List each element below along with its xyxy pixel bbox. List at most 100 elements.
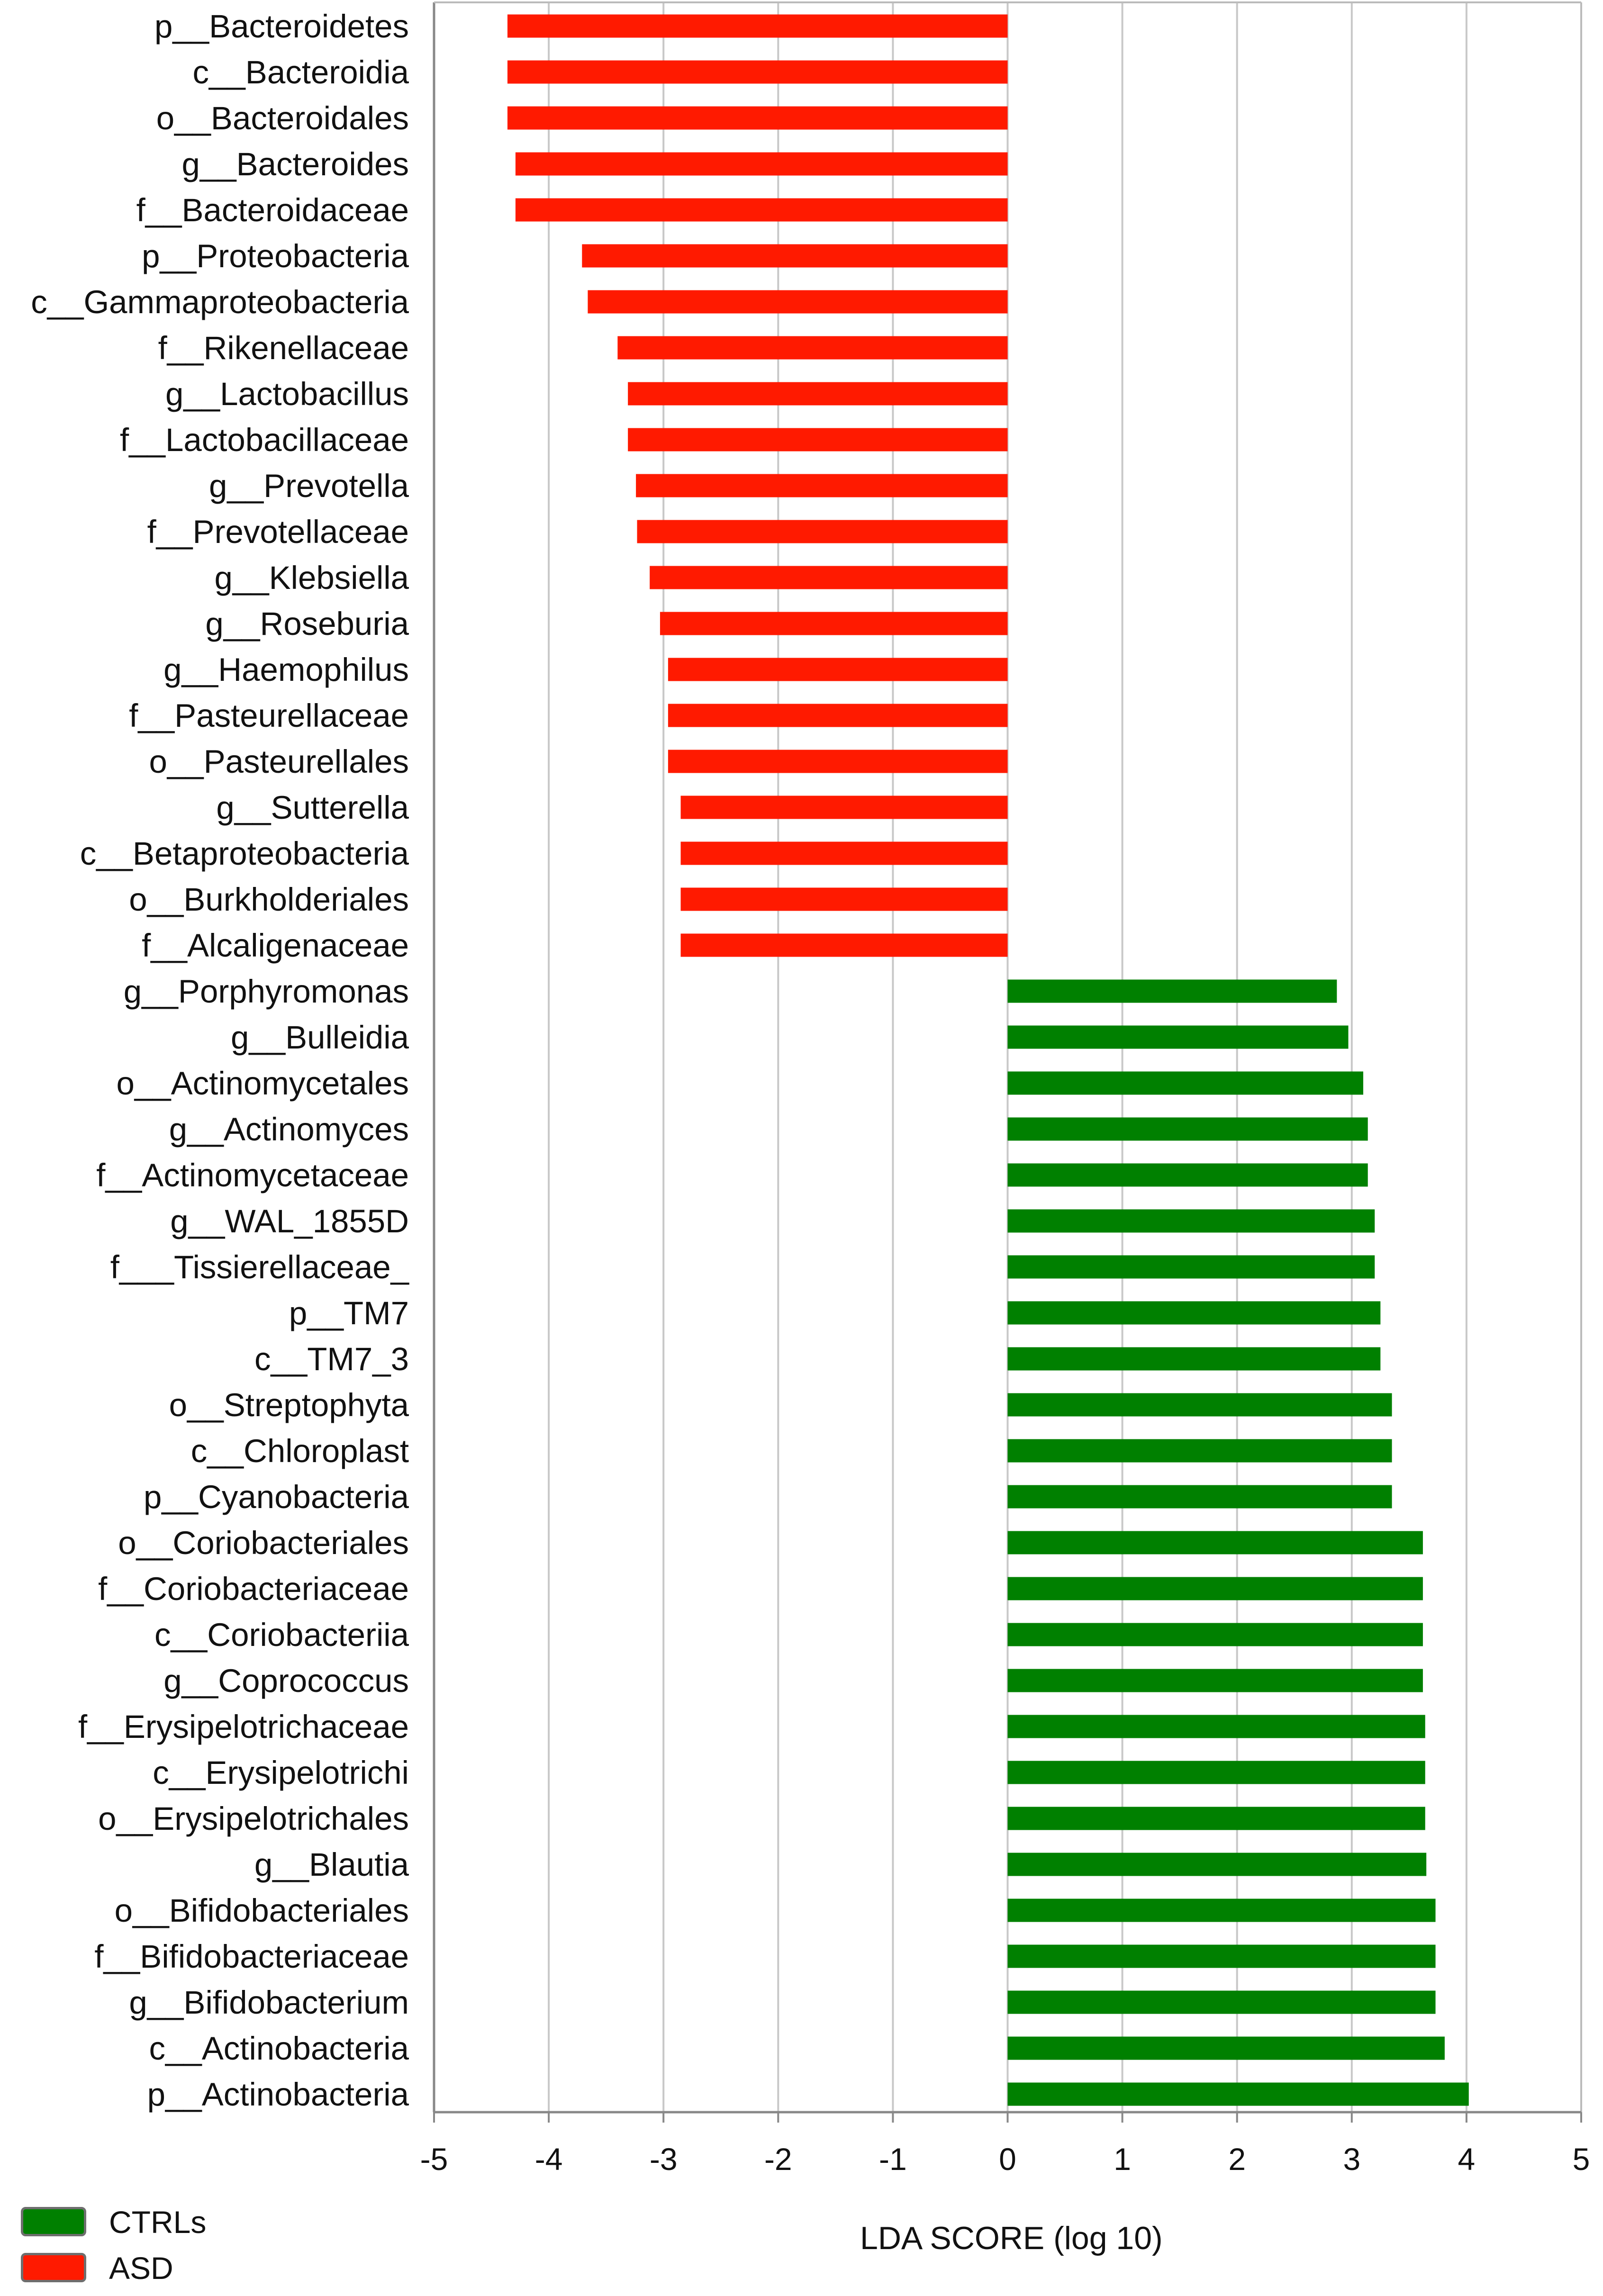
legend-swatch-asd <box>21 2253 86 2282</box>
bar-c-betaproteobacteria <box>680 841 1008 865</box>
legend-label-ctrls: CTRLs <box>109 2205 207 2240</box>
category-labels: p__Bacteroidetes c__Bacteroidia o__Bactero… <box>31 8 409 2113</box>
category-label: g__Bulleidia <box>231 1019 409 1056</box>
grid-lines <box>433 2 1582 2112</box>
bar-p-bacteroidetes <box>507 14 1008 38</box>
legend-swatch-ctrls <box>21 2207 86 2236</box>
category-label: g__Blautia <box>254 1846 409 1883</box>
category-label: f__Coriobacteriaceae <box>98 1571 409 1607</box>
category-label: p__Cyanobacteria <box>144 1479 409 1515</box>
bar-p-cyanobacteria <box>1007 1485 1392 1509</box>
plot-frame <box>433 1 1582 2114</box>
bar-g-coprococcus <box>1007 1669 1423 1692</box>
bar-g-klebsiella <box>650 566 1008 589</box>
category-label: p__Bacteroidetes <box>154 8 409 45</box>
bar-f-tissierellaceae <box>1007 1255 1375 1279</box>
bar-f-rikenellaceae <box>617 336 1008 360</box>
category-label: o__Bifidobacteriales <box>115 1892 409 1929</box>
category-label: g__Haemophilus <box>163 651 409 688</box>
bar-g-bulleidia <box>1007 1025 1349 1049</box>
category-label: p__Proteobacteria <box>142 238 409 274</box>
category-label: g__WAL_1855D <box>170 1203 409 1239</box>
bar-o-pasteurellales <box>668 750 1008 773</box>
category-label: o__Erysipelotrichales <box>98 1800 409 1837</box>
bar-f-prevotellaceae <box>637 520 1008 543</box>
category-label: c__Coriobacteriia <box>154 1617 409 1653</box>
bar-o-bacteroidales <box>507 106 1008 130</box>
category-label: g__Bifidobacterium <box>129 1984 409 2021</box>
x-tick-label: 4 <box>1458 2142 1476 2177</box>
category-label: c__Chloroplast <box>191 1433 409 1469</box>
bar-g-blautia <box>1007 1853 1427 1876</box>
bar-p-tm7 <box>1007 1301 1381 1325</box>
category-label: g__Coprococcus <box>163 1663 409 1699</box>
bar-g-prevotella <box>636 474 1008 497</box>
category-label: f__Bifidobacteriaceae <box>94 1938 409 1975</box>
bar-g-bacteroides <box>515 152 1008 176</box>
bar-c-actinobacteria <box>1007 2036 1445 2060</box>
bar-f-lactobacillaceae <box>628 428 1008 452</box>
category-label: g__Actinomyces <box>169 1111 409 1148</box>
category-label: g__Bacteroides <box>182 146 409 182</box>
category-label: f___Tissierellaceae_ <box>110 1249 410 1285</box>
category-label: g__Klebsiella <box>215 560 409 596</box>
bar-o-streptophyta <box>1007 1393 1392 1417</box>
category-label: o__Bacteroidales <box>156 100 409 136</box>
bar-p-proteobacteria <box>582 244 1008 268</box>
category-label: f__Prevotellaceae <box>147 514 409 550</box>
x-tick-label: 5 <box>1573 2142 1590 2177</box>
bar-c-erysipelotrichi <box>1007 1761 1425 1784</box>
category-label: g__Lactobacillus <box>165 376 409 412</box>
category-label: c__Actinobacteria <box>149 2030 409 2067</box>
bar-g-haemophilus <box>668 658 1008 681</box>
category-label: f__Alcaligenaceae <box>142 927 409 964</box>
bar-c-gammaproteobacteria <box>588 290 1008 314</box>
category-label: f__Pasteurellaceae <box>129 697 409 734</box>
x-tick-label: 1 <box>1114 2142 1131 2177</box>
category-label: g__Sutterella <box>216 789 409 826</box>
bar-g-roseburia <box>660 612 1008 635</box>
bar-c-tm7-3 <box>1007 1347 1381 1371</box>
category-label: o__Actinomycetales <box>117 1065 409 1102</box>
x-tick-label: -5 <box>420 2142 448 2177</box>
bar-g-wal-1855d <box>1007 1209 1375 1233</box>
category-label: f__Bacteroidaceae <box>136 192 409 228</box>
category-label: c__Bacteroidia <box>193 54 409 90</box>
category-label: g__Roseburia <box>205 606 409 642</box>
x-tick-label: 0 <box>999 2142 1016 2177</box>
bar-g-porphyromonas <box>1007 979 1337 1003</box>
legend-label-asd: ASD <box>109 2251 173 2286</box>
bar-g-sutterella <box>680 795 1008 819</box>
category-label: f__Rikenellaceae <box>158 330 409 366</box>
bar-f-pasteurellaceae <box>668 704 1008 727</box>
category-label: o__Burkholderiales <box>129 881 409 918</box>
x-tick-label: -3 <box>650 2142 678 2177</box>
bar-f-bifidobacteriaceae <box>1007 1944 1436 1968</box>
x-axis-title: LDA SCORE (log 10) <box>860 2220 1163 2256</box>
x-tick-label: -1 <box>879 2142 907 2177</box>
category-label: p__Actinobacteria <box>147 2076 409 2113</box>
category-label: g__Porphyromonas <box>124 973 409 1010</box>
bar-f-coriobacteriaceae <box>1007 1577 1423 1600</box>
bar-o-coriobacteriales <box>1007 1531 1423 1555</box>
category-label: f__Actinomycetaceae <box>96 1157 409 1193</box>
category-label: o__Pasteurellales <box>149 743 409 780</box>
bar-f-actinomycetaceae <box>1007 1163 1368 1187</box>
bar-p-actinobacteria <box>1007 2082 1469 2106</box>
bar-f-alcaligenaceae <box>680 933 1008 957</box>
bar-g-lactobacillus <box>628 382 1008 406</box>
category-label: c__TM7_3 <box>254 1341 409 1377</box>
bar-f-bacteroidaceae <box>515 198 1008 222</box>
bar-c-coriobacteriia <box>1007 1623 1423 1646</box>
category-label: f__Erysipelotrichaceae <box>78 1708 409 1745</box>
x-tick-label: -4 <box>535 2142 563 2177</box>
category-label: f__Lactobacillaceae <box>120 422 409 458</box>
x-tick-label: -2 <box>764 2142 792 2177</box>
bar-g-bifidobacterium <box>1007 1990 1436 2014</box>
bar-o-actinomycetales <box>1007 1071 1364 1095</box>
bar-f-erysipelotrichaceae <box>1007 1715 1425 1738</box>
bar-o-burkholderiales <box>680 887 1008 911</box>
category-label: c__Gammaproteobacteria <box>31 284 409 320</box>
